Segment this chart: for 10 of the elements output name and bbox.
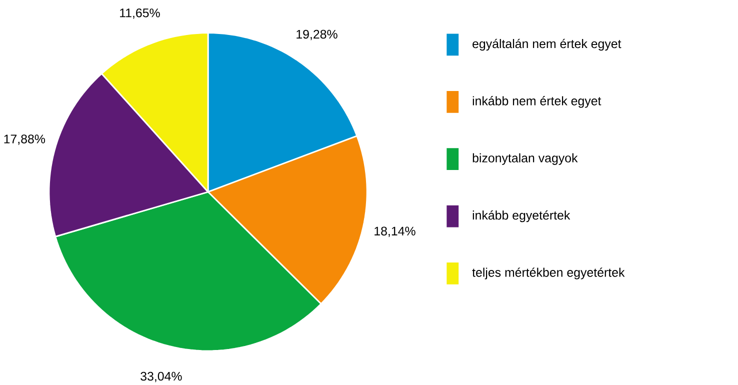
- data-label: 33,04%: [140, 372, 182, 382]
- data-label: 17,88%: [4, 134, 46, 145]
- legend-label: egyáltalán nem értek egyet: [472, 38, 622, 50]
- data-label: 11,65%: [120, 8, 160, 19]
- legend-label: inkább egyetértek: [472, 210, 570, 222]
- data-label: 19,28%: [296, 30, 338, 40]
- legend-label: teljes mértékben egyetértek: [472, 267, 625, 280]
- legend-label: bizonytalan vagyok: [472, 153, 578, 165]
- legend-label: inkább nem értek egyet: [472, 96, 602, 108]
- data-label: 18,14%: [374, 226, 416, 237]
